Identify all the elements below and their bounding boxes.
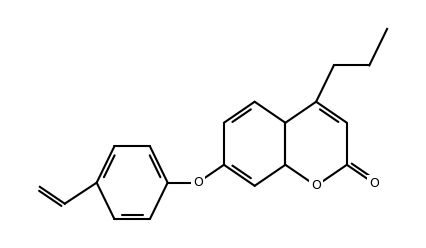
- Text: O: O: [311, 179, 320, 192]
- Text: O: O: [193, 176, 202, 189]
- Text: O: O: [369, 177, 379, 190]
